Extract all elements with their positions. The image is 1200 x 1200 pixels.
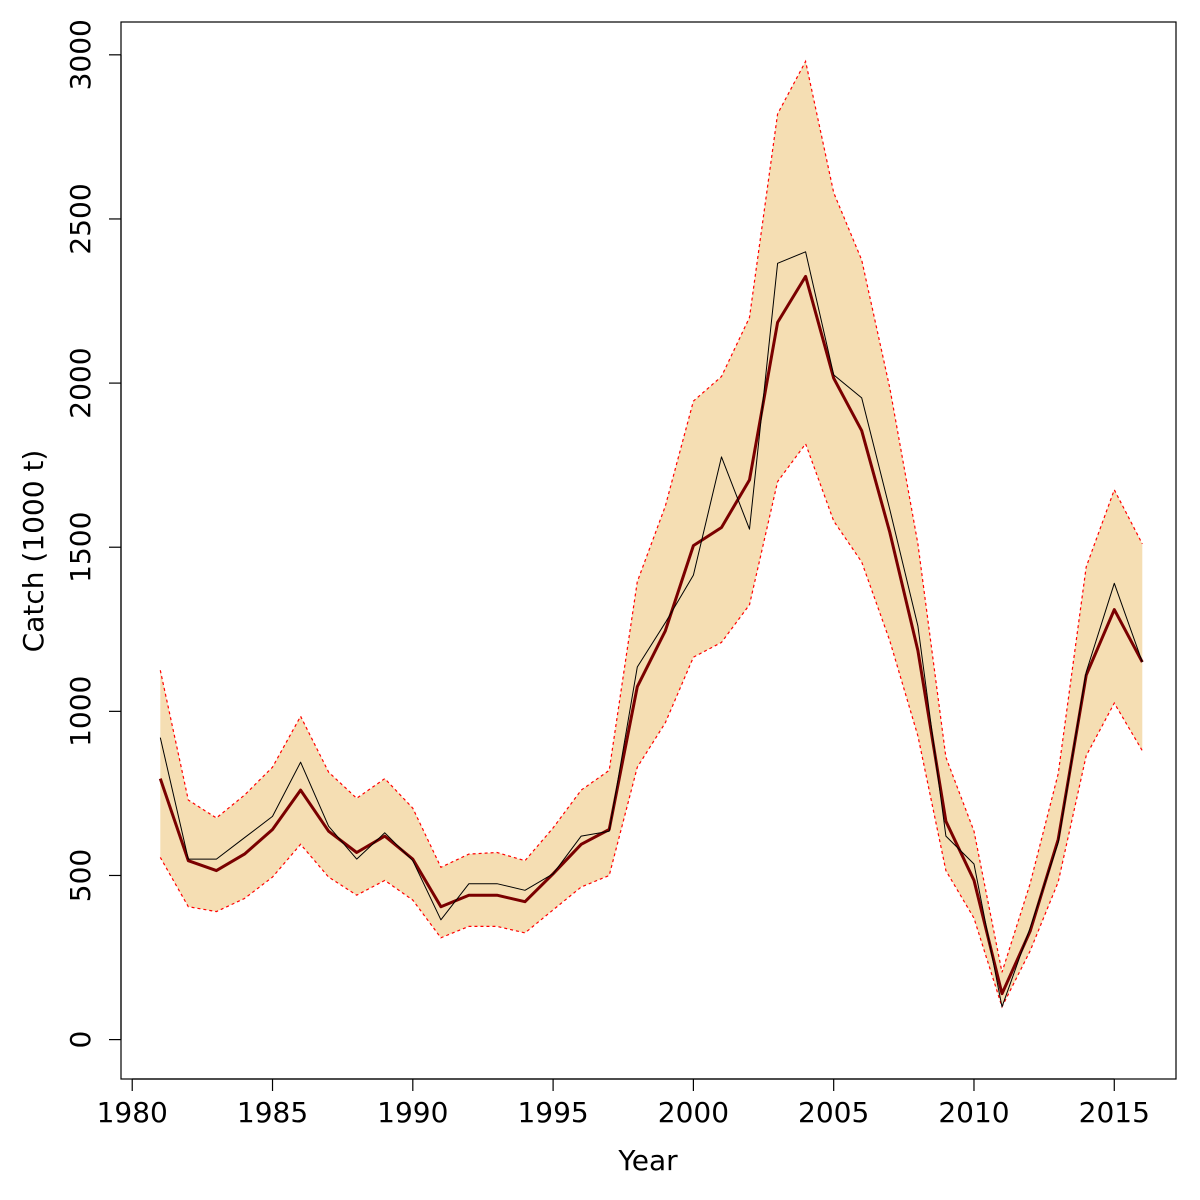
x-tick-label: 2015	[1079, 1096, 1150, 1129]
series-line-2	[159, 251, 1143, 1008]
x-tick-label: 1980	[97, 1096, 168, 1129]
x-tick-label: 1990	[377, 1096, 448, 1129]
series-lines	[158, 251, 1144, 1008]
y-tick-label: 3000	[64, 19, 97, 90]
x-axis-label: Year	[617, 1144, 678, 1177]
confidence-band	[159, 59, 1143, 1009]
x-tick-label: 1995	[517, 1096, 588, 1129]
band-upper-line	[159, 59, 1143, 973]
y-tick-label: 2500	[64, 183, 97, 254]
y-tick-label: 2000	[64, 347, 97, 418]
x-tick-label: 1985	[237, 1096, 308, 1129]
series-line-1	[158, 274, 1144, 996]
band-area	[160, 61, 1143, 1007]
x-axis: 1980 1985 1990 1995 2000 2005 2010 2015	[97, 1078, 1150, 1129]
x-tick-label: 2005	[798, 1096, 869, 1129]
y-tick-label: 0	[64, 1031, 97, 1049]
y-axis: 0 500 1000 1500 2000 2500 3000	[64, 19, 122, 1049]
band-lower-line	[159, 442, 1143, 1009]
y-tick-label: 500	[64, 849, 97, 902]
x-tick-label: 2000	[658, 1096, 729, 1129]
y-tick-label: 1500	[64, 512, 97, 583]
y-axis-label: Catch (1000 t)	[17, 450, 50, 653]
y-tick-label: 1000	[64, 676, 97, 747]
x-tick-label: 2010	[938, 1096, 1009, 1129]
